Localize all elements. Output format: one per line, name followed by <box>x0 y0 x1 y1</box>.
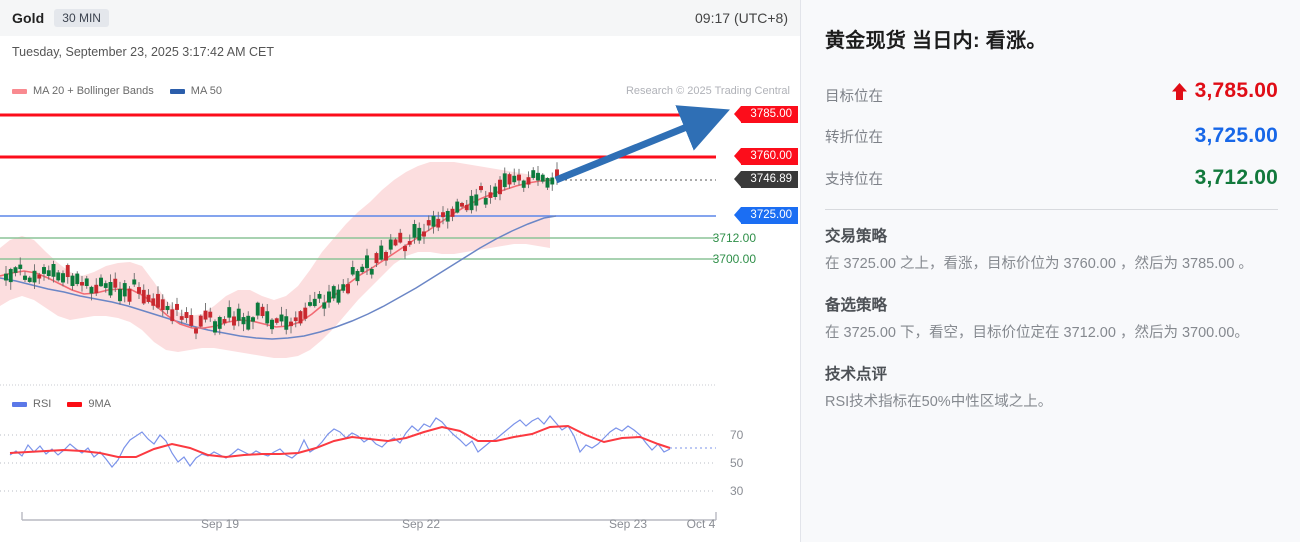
chart-legend: MA 20 + Bollinger Bands MA 50 <box>12 85 222 97</box>
analysis-label-target: 目标位在 <box>825 88 883 105</box>
section-technical-comment: 技术点评 RSI技术指标在50%中性区域之上。 <box>825 362 1278 414</box>
rsi-tick-50: 50 <box>730 456 744 470</box>
up-arrow-icon <box>1171 82 1188 101</box>
analysis-pane: 黄金现货 当日内: 看涨。 目标位在 3,785.00 转折位在 3,725.0… <box>801 0 1300 542</box>
legend-item-9ma[interactable]: 9MA <box>67 398 111 410</box>
x-tick-sep22: Sep 22 <box>402 517 440 531</box>
section-body-technical: RSI技术指标在50%中性区域之上。 <box>825 394 1053 411</box>
price-tag-resistance-3760[interactable]: 3760.00 <box>734 148 798 165</box>
x-tick-oct4: Oct 4 <box>687 517 716 531</box>
legend-label-rsi: RSI <box>33 398 52 410</box>
ma50-swatch-icon <box>169 88 185 94</box>
rsi-axis-labels: 70 50 30 <box>730 428 744 498</box>
analysis-value-support: 3,712.00 <box>1194 165 1278 189</box>
price-tag-resistance-3785[interactable]: 3785.00 <box>734 106 798 123</box>
price-tag-pivot-3725[interactable]: 3725.00 <box>734 207 798 224</box>
projection-arrow <box>554 105 730 184</box>
price-tag-support-3712[interactable]: 3712.00 <box>712 231 756 245</box>
chart-svg: 70 50 30 Sep 19 Sep 22 Sep 23 Oct 4 <box>0 105 744 531</box>
timeframe-badge[interactable]: 30 MIN <box>54 9 109 27</box>
chart-plot-area[interactable]: 70 50 30 Sep 19 Sep 22 Sep 23 Oct 4 <box>0 100 801 542</box>
analysis-label-support: 支持位在 <box>825 171 883 188</box>
target-price: 3,785.00 <box>1194 79 1278 102</box>
legend-item-ma50[interactable]: MA 50 <box>169 85 222 97</box>
section-heading-technical: 技术点评 <box>825 366 888 384</box>
x-axis-labels: Sep 19 Sep 22 Sep 23 Oct 4 <box>201 517 716 531</box>
rsi-9ma-line <box>9 424 671 459</box>
price-level-lines <box>0 113 716 260</box>
analysis-value-target: 3,785.00 <box>1171 79 1278 103</box>
symbol-name: Gold <box>12 10 45 26</box>
price-tag-last-3746[interactable]: 3746.89 <box>734 171 798 188</box>
section-body-trading: 在 3725.00 之上，看涨，目标价位为 3760.00 ，然后为 3785.… <box>825 255 1253 272</box>
ma20-swatch-icon <box>12 88 27 94</box>
chart-topbar: Gold 30 MIN 09:17 (UTC+8) <box>0 0 800 36</box>
rsi-swatch-icon <box>12 401 27 407</box>
analysis-label-pivot: 转折位在 <box>825 129 883 146</box>
section-heading-trading: 交易策略 <box>825 227 888 245</box>
legend-item-rsi[interactable]: RSI <box>12 398 51 410</box>
rsi-tick-70: 70 <box>730 428 744 442</box>
price-tag-support-3700[interactable]: 3700.00 <box>712 252 756 266</box>
ma50-line <box>0 215 557 340</box>
legend-label-ma20: MA 20 + Bollinger Bands <box>33 85 154 97</box>
analysis-value-pivot: 3,725.00 <box>1194 123 1278 147</box>
section-heading-alternative: 备选策略 <box>825 296 888 314</box>
section-divider <box>825 208 1278 210</box>
rsi-tick-30: 30 <box>730 484 744 498</box>
legend-item-ma20[interactable]: MA 20 + Bollinger Bands <box>12 85 154 97</box>
candlestick-series <box>4 162 559 340</box>
x-tick-sep19: Sep 19 <box>201 517 239 531</box>
datetime-label: Tuesday, September 23, 2025 3:17:42 AM C… <box>12 45 274 59</box>
x-axis <box>21 512 717 521</box>
legend-label-9ma: 9MA <box>88 398 111 410</box>
chart-credit: Research © 2025 Trading Central <box>625 85 790 97</box>
rsi-line <box>9 415 671 468</box>
x-tick-sep23: Sep 23 <box>609 517 647 531</box>
section-trading-strategy: 交易策略 在 3725.00 之上，看涨，目标价位为 3760.00 ，然后为 … <box>825 224 1278 276</box>
clock-label: 09:17 (UTC+8) <box>695 10 788 26</box>
analysis-row-pivot: 转折位在 3,725.00 <box>825 116 1278 158</box>
section-alternative-strategy: 备选策略 在 3725.00 下，看空，目标价位定在 3712.00 ，然后为 … <box>825 293 1278 345</box>
analysis-row-support: 支持位在 3,712.00 <box>825 158 1278 200</box>
analysis-row-target: 目标位在 3,785.00 <box>825 71 1278 116</box>
ma9-swatch-icon <box>67 401 83 407</box>
section-body-alternative: 在 3725.00 下，看空，目标价位定在 3712.00 ，然后为 3700.… <box>825 324 1249 341</box>
legend-label-ma50: MA 50 <box>190 85 222 97</box>
rsi-legend: RSI 9MA <box>12 398 111 410</box>
chart-pane: Gold 30 MIN 09:17 (UTC+8) Tuesday, Septe… <box>0 0 801 542</box>
analysis-title: 黄金现货 当日内: 看涨。 <box>825 30 1047 52</box>
rsi-gridlines <box>0 434 716 492</box>
bollinger-band-cloud <box>0 162 550 358</box>
